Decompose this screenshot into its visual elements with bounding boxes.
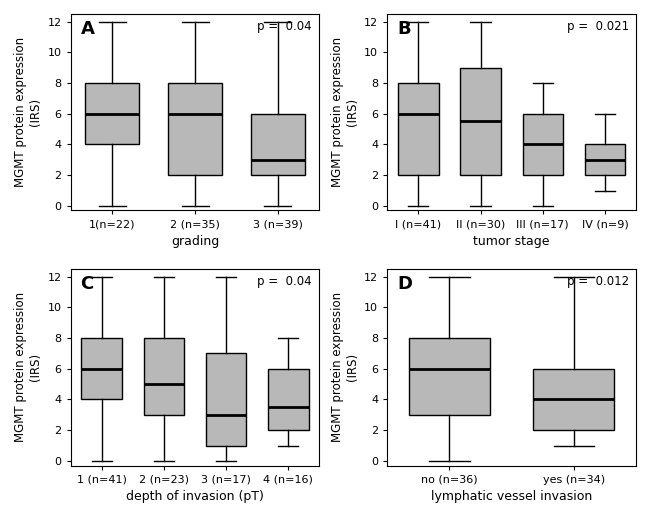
PathPatch shape xyxy=(206,354,246,446)
PathPatch shape xyxy=(144,338,184,415)
X-axis label: tumor stage: tumor stage xyxy=(473,235,550,248)
PathPatch shape xyxy=(268,369,309,430)
Y-axis label: MGMT protein expression
(IRS): MGMT protein expression (IRS) xyxy=(14,292,42,442)
PathPatch shape xyxy=(81,338,122,400)
Text: p =  0.021: p = 0.021 xyxy=(567,20,629,33)
PathPatch shape xyxy=(168,83,222,175)
X-axis label: depth of invasion (pT): depth of invasion (pT) xyxy=(126,490,264,503)
PathPatch shape xyxy=(398,83,439,175)
PathPatch shape xyxy=(534,369,614,430)
Text: p =  0.012: p = 0.012 xyxy=(567,275,629,288)
Y-axis label: MGMT protein expression
(IRS): MGMT protein expression (IRS) xyxy=(14,37,42,187)
Y-axis label: MGMT protein expression
(IRS): MGMT protein expression (IRS) xyxy=(331,292,359,442)
Text: A: A xyxy=(81,20,94,38)
Text: C: C xyxy=(81,275,94,293)
X-axis label: lymphatic vessel invasion: lymphatic vessel invasion xyxy=(431,490,592,503)
Text: B: B xyxy=(397,20,411,38)
PathPatch shape xyxy=(409,338,490,415)
Text: p =  0.04: p = 0.04 xyxy=(257,20,312,33)
X-axis label: grading: grading xyxy=(171,235,219,248)
PathPatch shape xyxy=(251,114,305,175)
Text: p =  0.04: p = 0.04 xyxy=(257,275,312,288)
PathPatch shape xyxy=(585,144,625,175)
Text: D: D xyxy=(397,275,412,293)
PathPatch shape xyxy=(523,114,563,175)
PathPatch shape xyxy=(85,83,139,144)
Y-axis label: MGMT protein expression
(IRS): MGMT protein expression (IRS) xyxy=(331,37,359,187)
PathPatch shape xyxy=(460,68,500,175)
